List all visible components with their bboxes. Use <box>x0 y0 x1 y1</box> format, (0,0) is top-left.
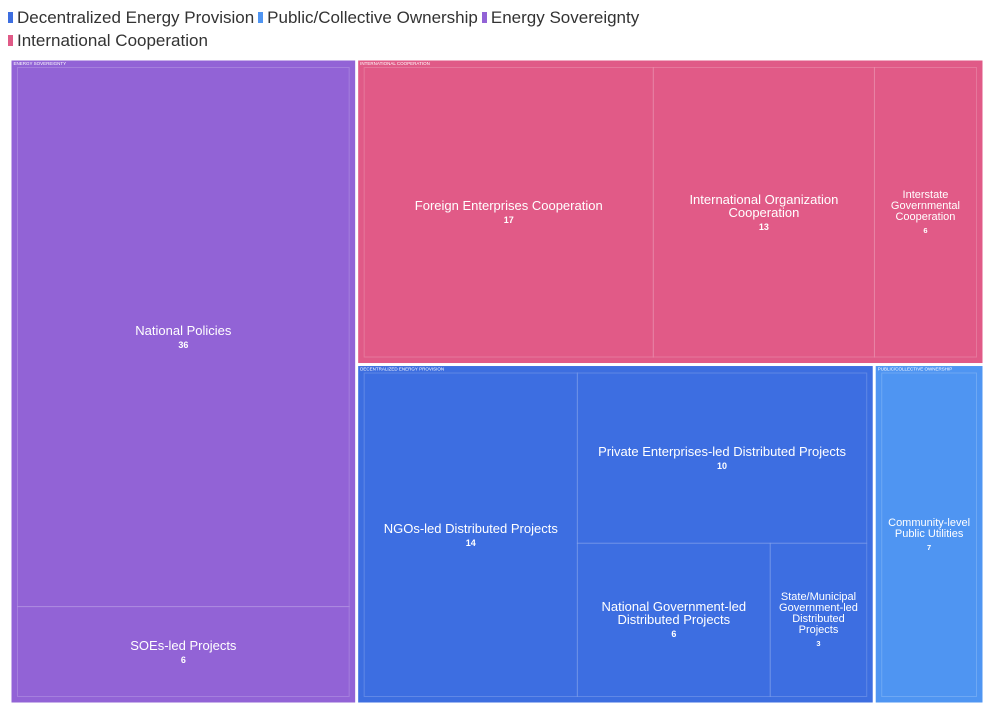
cell <box>873 67 978 358</box>
cell-label-box: Private Enterprises-led Distributed Proj… <box>577 373 866 543</box>
legend-item: Decentralized Energy Provision <box>8 6 254 29</box>
cell <box>17 67 350 608</box>
cell-label: SOEs-led Projects 6 <box>18 607 350 697</box>
legend-swatch <box>8 35 13 46</box>
cell-name: SOEs-led Projects <box>130 637 237 653</box>
cell-name: Private Enterprises-led Distributed Proj… <box>598 444 846 460</box>
cell-value: 36 <box>178 340 189 351</box>
cell-value: 3 <box>816 638 821 648</box>
group-header: Energy Sovereignty <box>14 61 67 66</box>
legend-label: International Cooperation <box>17 31 208 50</box>
cell <box>576 372 868 544</box>
cell <box>576 542 771 698</box>
cell-name: National Government-led Distributed Proj… <box>601 599 747 628</box>
cell-label: State/Municipal Government-led Distribut… <box>770 543 866 696</box>
cell <box>17 606 350 698</box>
cell <box>363 67 654 358</box>
cell-label-box: National Government-led Distributed Proj… <box>577 543 770 696</box>
cell-value: 17 <box>503 215 514 226</box>
cell-value: 7 <box>927 542 932 552</box>
cell-label: National Policies 36 <box>18 68 350 607</box>
cell-value: 13 <box>758 221 769 232</box>
legend-item: Energy Sovereignty <box>481 6 640 29</box>
cell-label-box: Community-level Public Utilities 7 <box>882 373 977 696</box>
legend-swatch <box>8 12 13 23</box>
legend-label: Energy Sovereignty <box>490 8 640 27</box>
group-header: Decentralized Energy Provision <box>360 367 444 372</box>
cell-value: 6 <box>923 225 928 235</box>
cell-label-box: Interstate Governmental Cooperation 6 <box>874 68 976 358</box>
cell-name: State/Municipal Government-led Distribut… <box>779 590 858 636</box>
legend-label: Decentralized Energy Provision <box>17 8 255 27</box>
group-header: Public/Collective Ownership <box>878 367 953 372</box>
legend-item: Public/Collective Ownership <box>258 6 478 29</box>
legend-swatch <box>481 12 487 23</box>
cell-label: Community-level Public Utilities 7 <box>882 373 977 696</box>
cell-label: Foreign Enterprises Cooperation 17 <box>364 68 653 358</box>
cell-name: NGOs-led Distributed Projects <box>383 520 558 536</box>
cell <box>881 372 977 697</box>
group-header: International Cooperation <box>360 61 430 66</box>
cell-value: 10 <box>717 461 728 472</box>
cell-label: Interstate Governmental Cooperation 6 <box>874 68 976 358</box>
legend: Decentralized Energy Provision Public/Col… <box>8 6 708 52</box>
legend-label: Public/Collective Ownership <box>267 8 478 27</box>
cell-label: NGOs-led Distributed Projects 14 <box>364 373 577 696</box>
cell-name: Foreign Enterprises Cooperation <box>414 198 603 214</box>
legend-swatch <box>258 12 264 23</box>
cell <box>363 372 578 697</box>
cell-label-box: State/Municipal Government-led Distribut… <box>770 543 866 696</box>
cell-name: National Policies <box>135 323 232 339</box>
cell <box>769 542 868 698</box>
cell-value: 6 <box>671 629 677 640</box>
legend-item: International Cooperation <box>8 29 208 52</box>
cell-name: Community-level Public Utilities <box>888 516 971 540</box>
cell-name: International Organization Cooperation <box>689 191 839 220</box>
cell-value: 6 <box>180 654 186 665</box>
cell-label: Private Enterprises-led Distributed Proj… <box>577 373 866 543</box>
cell-label: National Government-led Distributed Proj… <box>577 543 770 696</box>
cell-value: 14 <box>465 537 476 548</box>
cell <box>652 67 875 358</box>
cell-label: International Organization Cooperation 13 <box>653 68 874 358</box>
cell-name: Interstate Governmental Cooperation <box>890 188 960 223</box>
